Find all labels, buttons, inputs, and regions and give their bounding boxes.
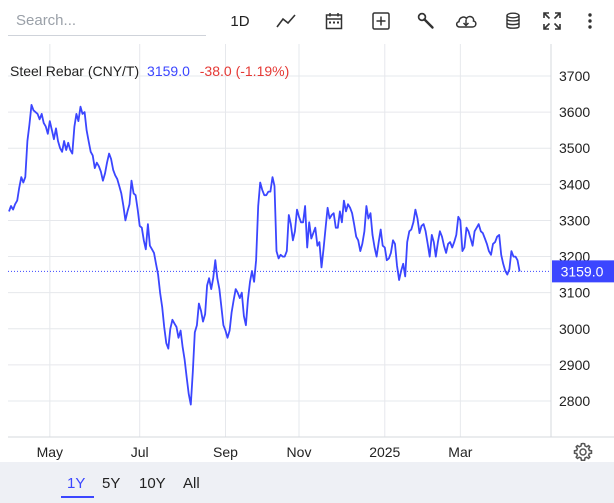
calendar-icon[interactable] — [322, 8, 346, 34]
price-chart[interactable]: 2800290030003100320033003400350036003700… — [0, 44, 614, 462]
x-tick-label: Jul — [131, 444, 149, 460]
database-icon[interactable] — [501, 8, 525, 34]
fullscreen-icon[interactable] — [540, 8, 564, 34]
y-tick-label: 3000 — [559, 321, 590, 337]
last-price-badge — [552, 260, 614, 283]
line-chart-icon[interactable] — [274, 8, 298, 34]
x-tick-label: Sep — [213, 444, 238, 460]
range-10y[interactable]: 10Y — [139, 475, 166, 492]
wrench-icon[interactable] — [414, 8, 438, 34]
y-tick-label: 3100 — [559, 285, 590, 301]
range-5y[interactable]: 5Y — [102, 475, 121, 492]
cloud-download-icon[interactable] — [452, 8, 480, 34]
x-tick-label: May — [37, 444, 63, 460]
price-series-line — [8, 104, 521, 406]
toolbar: 1D — [0, 0, 614, 44]
range-bar: 1Y 5Y 10Y All — [0, 462, 614, 503]
y-tick-label: 3500 — [559, 140, 590, 156]
range-all[interactable]: All — [183, 475, 200, 492]
settings-gear-icon[interactable] — [573, 442, 593, 467]
x-tick-label: Nov — [287, 444, 312, 460]
y-tick-label: 3400 — [559, 176, 590, 192]
y-tick-label: 3600 — [559, 104, 590, 120]
y-tick-label: 2900 — [559, 357, 590, 373]
last-price-badge-label: 3159.0 — [561, 263, 604, 279]
legend-last-price: 3159.0 — [147, 63, 190, 79]
legend-change: -38.0 (-1.19%) — [199, 63, 290, 79]
y-tick-label: 3700 — [559, 68, 590, 84]
range-1y[interactable]: 1Y — [67, 475, 86, 492]
active-range-indicator — [61, 496, 94, 498]
y-tick-label: 2800 — [559, 393, 590, 409]
x-tick-label: Mar — [448, 444, 472, 460]
y-tick-label: 3300 — [559, 212, 590, 228]
interval-button[interactable]: 1D — [230, 12, 250, 30]
x-tick-label: 2025 — [369, 444, 400, 460]
legend-instrument-name: Steel Rebar (CNY/T) — [10, 63, 140, 79]
more-vertical-icon[interactable] — [582, 8, 598, 34]
chart-legend: Steel Rebar (CNY/T) 3159.0 -38.0 (-1.19%… — [10, 63, 289, 79]
search-input[interactable] — [8, 6, 206, 36]
add-indicator-icon[interactable] — [369, 8, 393, 34]
